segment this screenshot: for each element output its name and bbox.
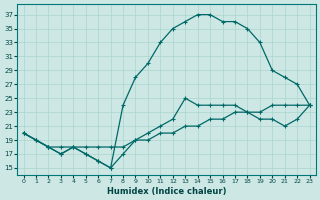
X-axis label: Humidex (Indice chaleur): Humidex (Indice chaleur) (107, 187, 226, 196)
